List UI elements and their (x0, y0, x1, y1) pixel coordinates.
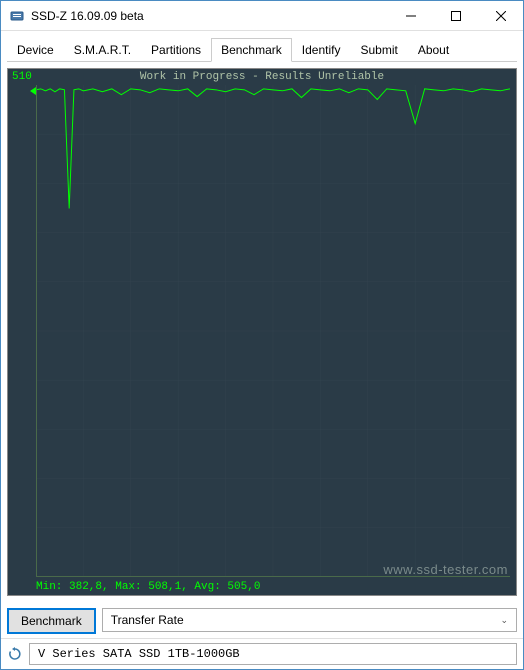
maximize-button[interactable] (433, 1, 478, 30)
chart-trace (36, 85, 510, 577)
benchmark-chart: Work in Progress - Results Unreliable 51… (7, 68, 517, 596)
window-title: SSD-Z 16.09.09 beta (31, 9, 388, 23)
close-button[interactable] (478, 1, 523, 30)
app-window: SSD-Z 16.09.09 beta Device S.M.A.R.T. Pa… (0, 0, 524, 670)
chart-title: Work in Progress - Results Unreliable (8, 69, 516, 85)
tab-device[interactable]: Device (7, 38, 64, 62)
chart-plot-area (36, 85, 510, 577)
button-row: Benchmark Transfer Rate ⌄ (7, 608, 517, 634)
tab-partitions[interactable]: Partitions (141, 38, 211, 62)
tab-submit[interactable]: Submit (350, 38, 407, 62)
chart-stats: Min: 382,8, Max: 508,1, Avg: 505,0 (36, 581, 260, 593)
chevron-down-icon: ⌄ (500, 615, 508, 626)
tab-identify[interactable]: Identify (292, 38, 351, 62)
mode-select[interactable]: Transfer Rate ⌄ (102, 608, 517, 632)
minimize-button[interactable] (388, 1, 433, 30)
watermark-text: www.ssd-tester.com (383, 562, 508, 577)
tab-content: Work in Progress - Results Unreliable 51… (1, 62, 523, 602)
tab-smart[interactable]: S.M.A.R.T. (64, 38, 141, 62)
app-icon (9, 8, 25, 24)
tab-bar: Device S.M.A.R.T. Partitions Benchmark I… (7, 37, 517, 62)
statusbar: V Series SATA SSD 1TB-1000GB (1, 638, 523, 669)
mode-select-wrap: Transfer Rate ⌄ (102, 608, 517, 634)
chart-ymax-label: 510 (12, 71, 32, 83)
benchmark-button[interactable]: Benchmark (7, 608, 96, 634)
tab-about[interactable]: About (408, 38, 459, 62)
device-name-field[interactable]: V Series SATA SSD 1TB-1000GB (29, 643, 517, 665)
refresh-icon[interactable] (7, 646, 23, 662)
tab-benchmark[interactable]: Benchmark (211, 38, 292, 62)
titlebar: SSD-Z 16.09.09 beta (1, 1, 523, 31)
mode-select-value: Transfer Rate (111, 613, 184, 627)
